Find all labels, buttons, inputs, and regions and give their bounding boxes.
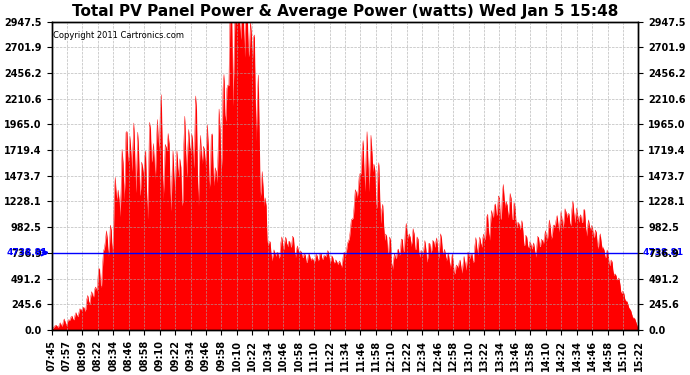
Text: Copyright 2011 Cartronics.com: Copyright 2011 Cartronics.com <box>52 31 184 40</box>
Text: 4738.81: 4738.81 <box>6 248 48 257</box>
Text: 4738.81: 4738.81 <box>642 248 684 257</box>
Title: Total PV Panel Power & Average Power (watts) Wed Jan 5 15:48: Total PV Panel Power & Average Power (wa… <box>72 4 618 19</box>
